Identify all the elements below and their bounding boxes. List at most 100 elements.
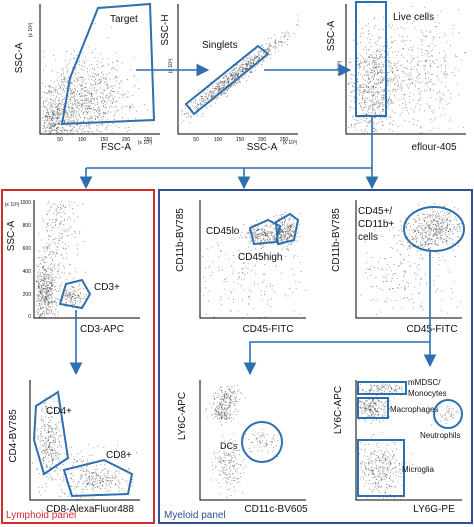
mmdsc-monocytes-gate [357, 381, 407, 395]
p5-ylabel: CD4-BV785 [8, 409, 19, 463]
scatter-cloud [181, 14, 299, 124]
singlets-gate-label: Singlets [202, 40, 238, 51]
scatter-cloud [243, 428, 279, 458]
p1-yexp: (x 10³) [28, 22, 34, 37]
mmdsc-gate-label-1: mMDSC/ [408, 378, 441, 387]
p4-yexp: (x 10³) [5, 202, 20, 208]
scatter-cloud [32, 428, 137, 500]
p3-ylabel: SSC-A [326, 20, 337, 51]
scatter-cloud [57, 459, 133, 498]
scatter-cloud [357, 6, 466, 134]
live-cells-gate [355, 1, 387, 117]
scatter-cloud [36, 235, 71, 318]
microglia-gate-label: Microglia [402, 465, 435, 474]
mmdsc-gate-label-2: Monocytes [408, 389, 447, 398]
p2-xlabel: SSC-A [247, 142, 278, 153]
cd3-gate-label: CD3+ [94, 282, 120, 293]
scatter-cloud [35, 393, 64, 496]
neutrophils-gate [433, 399, 463, 429]
cd45-cd11b-gate-label-3: cells [358, 232, 378, 243]
target-gate [60, 2, 156, 126]
macrophages-gate [357, 397, 389, 419]
cd3-gate [58, 278, 92, 310]
p2-xtick: 250 [280, 137, 289, 143]
scatter-cloud [233, 220, 301, 249]
scatter-cloud [209, 384, 247, 410]
p2-xtick: 200 [258, 137, 267, 143]
p3-xlabel: eflour-405 [411, 142, 456, 153]
p1-xtick: 200 [122, 137, 131, 143]
lymphoid-panel-frame [1, 189, 155, 524]
p9-xlabel: LY6G-PE [413, 504, 455, 515]
cd45lo-gate-label: CD45lo [206, 226, 240, 237]
p2-xtick: 150 [236, 137, 245, 143]
myeloid-panel-frame [158, 189, 473, 524]
p4-ytick: 400 [23, 269, 32, 275]
scatter-cloud [268, 211, 302, 258]
dcs-gate-label: DCs [220, 441, 238, 451]
target-gate-label: Target [110, 14, 138, 25]
p4-ytick: 200 [23, 292, 32, 298]
cd45high-gate-label: CD45high [238, 252, 282, 263]
p2-xtick: 50 [193, 137, 199, 143]
cd8-gate-label: CD8+ [106, 450, 132, 461]
p1-ylabel: SSC-A [14, 42, 25, 73]
plot-axes [29, 4, 466, 501]
dcs-gate [241, 421, 283, 463]
p4-ytick: 1000 [20, 200, 31, 206]
scatter-cloud [38, 201, 86, 302]
scatter-cloud [358, 432, 414, 499]
p1-xtick: 50 [57, 137, 63, 143]
p2-ylabel: SSC-H [160, 14, 171, 45]
scatter-cloud [205, 398, 239, 435]
scatter-cloud [42, 80, 84, 134]
p2-xticks: 50 100 150 200 250 [193, 137, 288, 143]
microglia-gate [357, 439, 405, 497]
cd45-cd11b-gate-label-2: CD11b+ [358, 219, 394, 230]
p8-ylabel: LY6C-APC [177, 392, 188, 440]
p1-xlabel: FSC-A [101, 142, 131, 153]
singlets-gate [184, 44, 270, 116]
live-cells-gate-label: Live cells [393, 12, 434, 23]
p5-xlabel: CD8-AlexaFluor488 [46, 504, 134, 515]
cd45high-gate [274, 212, 300, 246]
cd4-gate [32, 390, 70, 476]
p7-xlabel: CD45-FITC [406, 324, 457, 335]
p2-xtick: 100 [214, 137, 223, 143]
macrophages-gate-label: Macrophages [390, 405, 438, 414]
p2-yexp: (x 10³) [168, 58, 174, 73]
scatter-cloud [211, 435, 247, 498]
p1-xexp: (x 10³) [138, 140, 153, 146]
p7-ylabel: CD11b-BV785 [331, 208, 342, 272]
p9-ylabel: LY6C-APC [333, 386, 344, 434]
scatter-cloud [381, 202, 463, 273]
cd45-cd11b-gate [403, 206, 465, 252]
p1-xtick: 250 [144, 137, 153, 143]
p4-ytick: 0 [28, 314, 31, 320]
p4-ytick: 600 [23, 246, 32, 252]
lymphoid-panel-label: Lymphoid panel [6, 510, 76, 521]
cd45-cd11b-gate-label-1: CD45+/ [358, 206, 392, 217]
p4-yticks: 1000 800 600 400 200 0 [20, 200, 31, 320]
arrow-branch-to-cd11c-plot [243, 341, 430, 376]
p8-xlabel: CD11c-BV605 [244, 504, 308, 515]
p1-xtick: 100 [78, 137, 87, 143]
p4-xlabel: CD3-APC [80, 324, 124, 335]
p6-ylabel: CD11b-BV785 [175, 208, 186, 272]
cd8-gate [62, 458, 134, 498]
p1-xtick: 150 [100, 137, 109, 143]
p1-xticks: 50 100 150 200 250 [57, 137, 152, 143]
scatter-cloud [202, 227, 307, 318]
gating-flow-arrows [69, 63, 437, 376]
p6-xlabel: CD45-FITC [242, 324, 293, 335]
scatter-cloud [348, 4, 413, 134]
scatter-cloud [431, 403, 460, 426]
p3-yexp: (x 10³) [337, 60, 343, 75]
cd4-gate-label: CD4+ [46, 406, 72, 417]
p2-xexp: (x 10³) [283, 140, 298, 146]
scatter-cloud [358, 393, 395, 424]
scatter-cloud [358, 381, 424, 397]
p4-ytick: 800 [23, 223, 32, 229]
scatter-cloud [360, 212, 462, 315]
